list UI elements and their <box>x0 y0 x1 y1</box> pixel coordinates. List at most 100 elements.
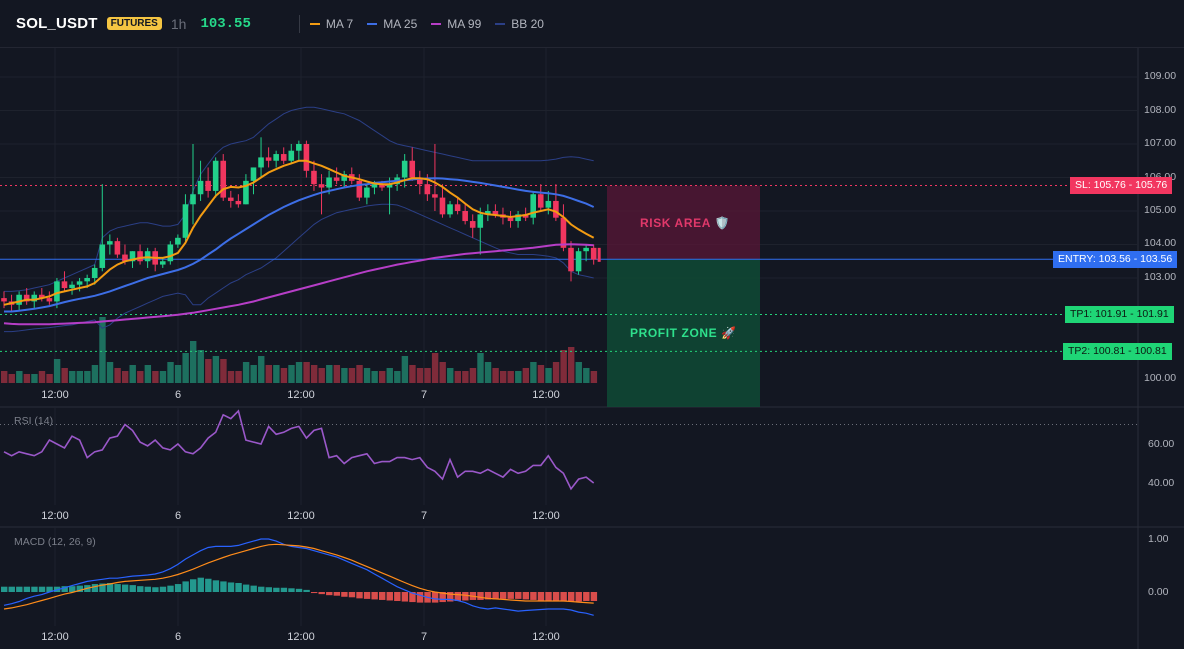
sl-tag[interactable]: SL: 105.76 - 105.76 <box>1070 177 1173 194</box>
entry-tag-label: ENTRY: 103.56 <box>1058 253 1131 265</box>
candle-body <box>129 251 136 262</box>
macd-histogram-bar <box>61 586 68 592</box>
candle-body <box>159 261 166 265</box>
macd-histogram-bar <box>280 587 288 592</box>
entry-tag-price: 103.56 <box>1140 253 1173 265</box>
candle-body <box>409 160 416 178</box>
legend-ma99[interactable]: MA 99 <box>431 17 481 31</box>
macd-histogram-bar <box>91 584 99 592</box>
candle-body <box>303 144 310 171</box>
candle-body <box>1 298 7 302</box>
macd-histogram-bar <box>416 592 424 603</box>
macd-histogram-bar <box>356 592 363 599</box>
tp1-tag-label: TP1: 101.91 <box>1070 308 1128 320</box>
volume-bar <box>454 371 461 383</box>
volume-bar <box>522 368 530 383</box>
volume-bar <box>379 371 386 383</box>
candle-body <box>280 154 287 161</box>
candle-body <box>122 254 128 262</box>
volume-bar <box>401 356 409 383</box>
candle-body <box>492 211 499 215</box>
tp1-tag-sep: - <box>1127 308 1137 320</box>
macd-histogram-bar <box>379 592 386 600</box>
volume-bar <box>333 365 341 383</box>
legend-ma7[interactable]: MA 7 <box>309 17 353 31</box>
macd-histogram-bar <box>484 592 492 600</box>
tp2-tag[interactable]: TP2: 100.81 - 100.81 <box>1063 343 1172 360</box>
volume-bar <box>137 371 144 383</box>
futures-badge: FUTURES <box>106 17 162 30</box>
candle-body <box>31 294 38 302</box>
volume-bar <box>515 371 522 383</box>
candle-body <box>23 294 30 302</box>
legend-swatch-bb20 <box>495 22 506 25</box>
candle-body <box>99 244 106 268</box>
macd-histogram-bar <box>76 585 83 592</box>
tp1-tag[interactable]: TP1: 101.91 - 101.91 <box>1065 306 1174 323</box>
rsi-line <box>3 409 595 491</box>
macd-histogram-bar <box>499 592 507 599</box>
macd-histogram-bar <box>159 586 167 592</box>
volume-bar <box>53 359 61 383</box>
macd-histogram-bar <box>409 592 416 603</box>
candle-body <box>507 217 514 222</box>
candle-body <box>76 281 83 285</box>
candle-body <box>311 170 317 185</box>
candle-body <box>296 144 302 151</box>
volume-bar <box>530 362 537 383</box>
rsi-tick: 60.00 <box>1148 438 1175 450</box>
volume-bar <box>16 371 23 383</box>
macd-histogram-bar <box>242 584 250 592</box>
candle-body <box>386 184 393 188</box>
macd-histogram-bar <box>235 582 242 592</box>
sl-tag-sep: - <box>1125 179 1136 191</box>
time-tick: 7 <box>420 389 428 401</box>
symbol-name[interactable]: SOL_USDT <box>16 15 98 32</box>
candle-body <box>326 177 332 188</box>
profit-zone <box>607 259 760 407</box>
macd-histogram-bar <box>341 592 348 597</box>
last-price-marker <box>597 247 601 262</box>
candle-body <box>432 194 438 198</box>
legend-ma25[interactable]: MA 25 <box>367 17 417 31</box>
candle-body <box>568 247 574 272</box>
candle-body <box>417 177 423 185</box>
volume-bar <box>280 368 288 383</box>
macd-pane-label[interactable]: MACD (12, 26, 9) <box>14 536 96 548</box>
volume-bar <box>545 368 552 383</box>
indicator-legend: MA 7 MA 25 MA 99 BB 20 <box>309 17 558 31</box>
volume-bar <box>560 350 567 383</box>
timeframe-label[interactable]: 1h <box>170 15 187 32</box>
volume-bar <box>144 365 152 383</box>
volume-bar <box>84 371 91 383</box>
macd-histogram-bar <box>303 589 310 592</box>
candle-body <box>228 197 234 201</box>
legend-swatch-ma99 <box>431 22 442 25</box>
legend-label-ma25: MA 25 <box>383 16 418 31</box>
macd-histogram-bar <box>560 592 567 602</box>
volume-bar <box>507 371 514 383</box>
tp2-tag-label: TP2: 100.81 <box>1068 345 1126 357</box>
candle-body <box>379 184 385 188</box>
candle-body <box>424 184 431 195</box>
legend-bb20[interactable]: BB 20 <box>495 17 544 31</box>
header-divider <box>298 14 300 33</box>
macd-histogram-bar <box>258 586 265 592</box>
candle-body <box>182 204 189 238</box>
macd-histogram-bar <box>197 577 204 592</box>
macd-histogram-bar <box>507 592 514 599</box>
macd-histogram-bar <box>431 592 439 603</box>
volume-bar <box>159 371 167 383</box>
macd-histogram-bar <box>250 585 257 592</box>
macd-histogram-bar <box>129 585 136 592</box>
entry-tag[interactable]: ENTRY: 103.56 - 103.56 <box>1053 251 1178 268</box>
volume-bar <box>152 371 159 383</box>
volume-bar <box>499 371 507 383</box>
macd-histogram-bar <box>326 592 333 596</box>
volume-bar <box>371 371 378 383</box>
volume-bar <box>258 356 265 383</box>
rsi-pane-label[interactable]: RSI (14) <box>14 415 54 427</box>
volume-bar <box>318 368 325 383</box>
time-tick: 12:00 <box>532 631 560 643</box>
